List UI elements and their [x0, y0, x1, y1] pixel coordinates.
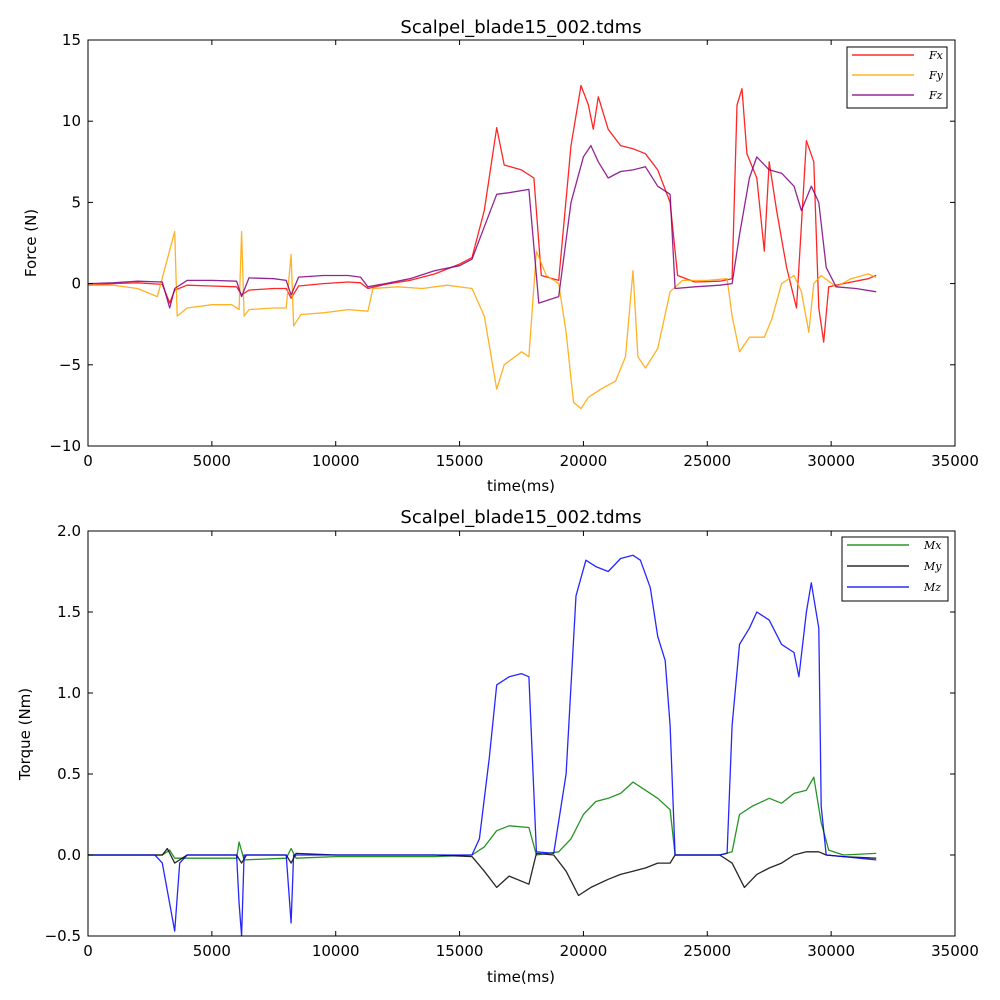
torque-y-tick-label: 1.5: [57, 603, 81, 621]
force-y-tick-label: 5: [71, 193, 81, 211]
force-x-tick-label: 25000: [683, 452, 731, 470]
torque-x-tick-label: 20000: [560, 942, 608, 960]
force-y-tick-label: 15: [62, 31, 81, 49]
force-legend-label-fx: Fx: [928, 49, 944, 62]
force-chart-title: Scalpel_blade15_002.tdms: [400, 17, 641, 38]
force-chart: Scalpel_blade15_002.tdms 0 5000 10000 15000…: [22, 17, 979, 495]
force-legend: Fx Fy Fz: [846, 46, 948, 109]
force-legend-box: [846, 46, 948, 109]
force-legend-label-fy: Fy: [928, 69, 944, 82]
torque-x-tick-label: 5000: [193, 942, 231, 960]
torque-legend: Mx My Mz: [841, 536, 949, 602]
torque-chart-title: Scalpel_blade15_002.tdms: [400, 507, 641, 528]
torque-x-tick-label: 10000: [312, 942, 360, 960]
torque-y-tick-label: 2.0: [57, 522, 81, 540]
torque-x-tick-label: 15000: [436, 942, 484, 960]
torque-y-axis-label: Torque (Nm): [16, 688, 34, 781]
torque-x-tick-label: 25000: [683, 942, 731, 960]
force-x-tick-label: 35000: [931, 452, 979, 470]
torque-x-axis-label: time(ms): [487, 968, 555, 986]
force-series-fy: [88, 230, 877, 410]
torque-plot-area: [88, 554, 877, 936]
torque-x-tick-label: 35000: [931, 942, 979, 960]
torque-x-tick-label: 0: [83, 942, 93, 960]
force-y-tick-label: 10: [62, 112, 81, 130]
force-axes-frame: [87, 39, 956, 447]
torque-axes-frame: [87, 530, 956, 937]
torque-series-mz: [88, 554, 877, 936]
force-x-axis-label: time(ms): [487, 477, 555, 495]
torque-x-tick-label: 30000: [807, 942, 855, 960]
force-x-tick-label: 0: [83, 452, 93, 470]
force-series-fx: [88, 84, 877, 343]
torque-legend-label-my: My: [923, 560, 942, 573]
force-legend-label-fz: Fz: [928, 89, 943, 102]
force-y-tick-label: −10: [49, 437, 81, 455]
force-series-fz: [88, 144, 877, 309]
torque-axis-ticks: 0 5000 10000 15000 20000 25000 30000 35000 −0.5 0…: [45, 522, 979, 960]
torque-y-tick-label: −0.5: [45, 927, 81, 945]
force-y-tick-label: −5: [59, 356, 81, 374]
torque-legend-label-mz: Mz: [923, 581, 941, 594]
force-x-tick-label: 20000: [560, 452, 608, 470]
torque-legend-label-mx: Mx: [923, 539, 942, 552]
torque-y-tick-label: 1.0: [57, 684, 81, 702]
force-x-tick-label: 5000: [193, 452, 231, 470]
force-x-tick-label: 30000: [807, 452, 855, 470]
force-plot-area: [88, 84, 877, 410]
torque-y-tick-label: 0.0: [57, 846, 81, 864]
torque-y-tick-label: 0.5: [57, 765, 81, 783]
force-y-tick-label: 0: [71, 275, 81, 293]
force-x-tick-label: 15000: [436, 452, 484, 470]
force-y-axis-label: Force (N): [22, 209, 40, 277]
force-axis-ticks: 0 5000 10000 15000 20000 25000 30000 35000 −10 −5…: [49, 31, 979, 470]
force-x-tick-label: 10000: [312, 452, 360, 470]
torque-legend-box: [841, 536, 949, 602]
torque-chart: Scalpel_blade15_002.tdms 0 5000 10000 15000…: [16, 507, 979, 986]
torque-series-mx: [88, 776, 877, 861]
